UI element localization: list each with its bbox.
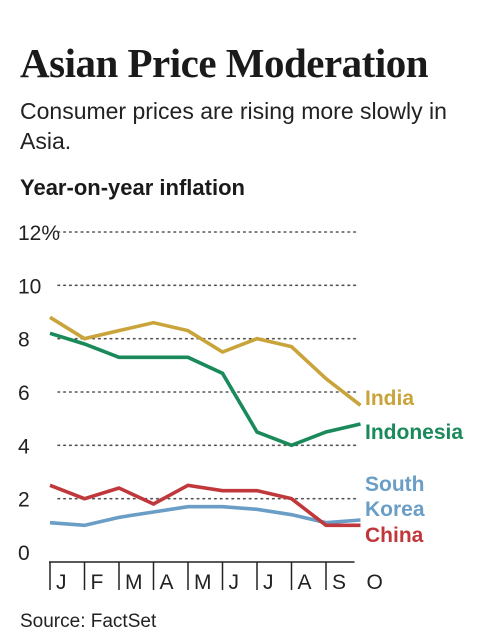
series-label-south-korea: Korea bbox=[365, 498, 425, 521]
y-tick-label: 10 bbox=[18, 275, 41, 298]
series-label-south-korea: South bbox=[365, 473, 424, 496]
x-tick-label: M bbox=[125, 571, 143, 594]
source-note: Source: FactSet bbox=[20, 611, 157, 632]
series-line-south-korea bbox=[49, 504, 361, 528]
x-tick-label: J bbox=[56, 571, 67, 594]
y-axis-label: Year-on-year inflation bbox=[20, 175, 245, 200]
x-tick-label: O bbox=[367, 571, 383, 594]
chart-subtitle: Consumer prices are rising more slowly i… bbox=[20, 98, 447, 154]
chart-title: Asian Price Moderation bbox=[20, 40, 429, 86]
y-tick-label: 12% bbox=[18, 222, 60, 245]
y-tick-label: 2 bbox=[18, 489, 30, 512]
x-tick-label: J bbox=[229, 571, 240, 594]
x-tick-label: J bbox=[263, 571, 274, 594]
series-label-china: China bbox=[365, 524, 424, 547]
x-tick-label: A bbox=[298, 571, 312, 594]
series-line-indonesia bbox=[49, 331, 361, 448]
y-tick-label: 4 bbox=[18, 435, 30, 458]
series-label-india: India bbox=[365, 387, 414, 410]
x-tick-label: M bbox=[194, 571, 212, 594]
y-tick-label: 6 bbox=[18, 382, 30, 405]
y-tick-label: 8 bbox=[18, 329, 30, 352]
x-tick-label: F bbox=[91, 571, 104, 594]
x-tick-label: A bbox=[160, 571, 174, 594]
x-tick-label: S bbox=[332, 571, 346, 594]
y-tick-label: 0 bbox=[18, 542, 30, 565]
series-label-indonesia: Indonesia bbox=[365, 421, 463, 444]
series-line-china bbox=[49, 483, 361, 528]
series-line-india bbox=[49, 315, 362, 407]
